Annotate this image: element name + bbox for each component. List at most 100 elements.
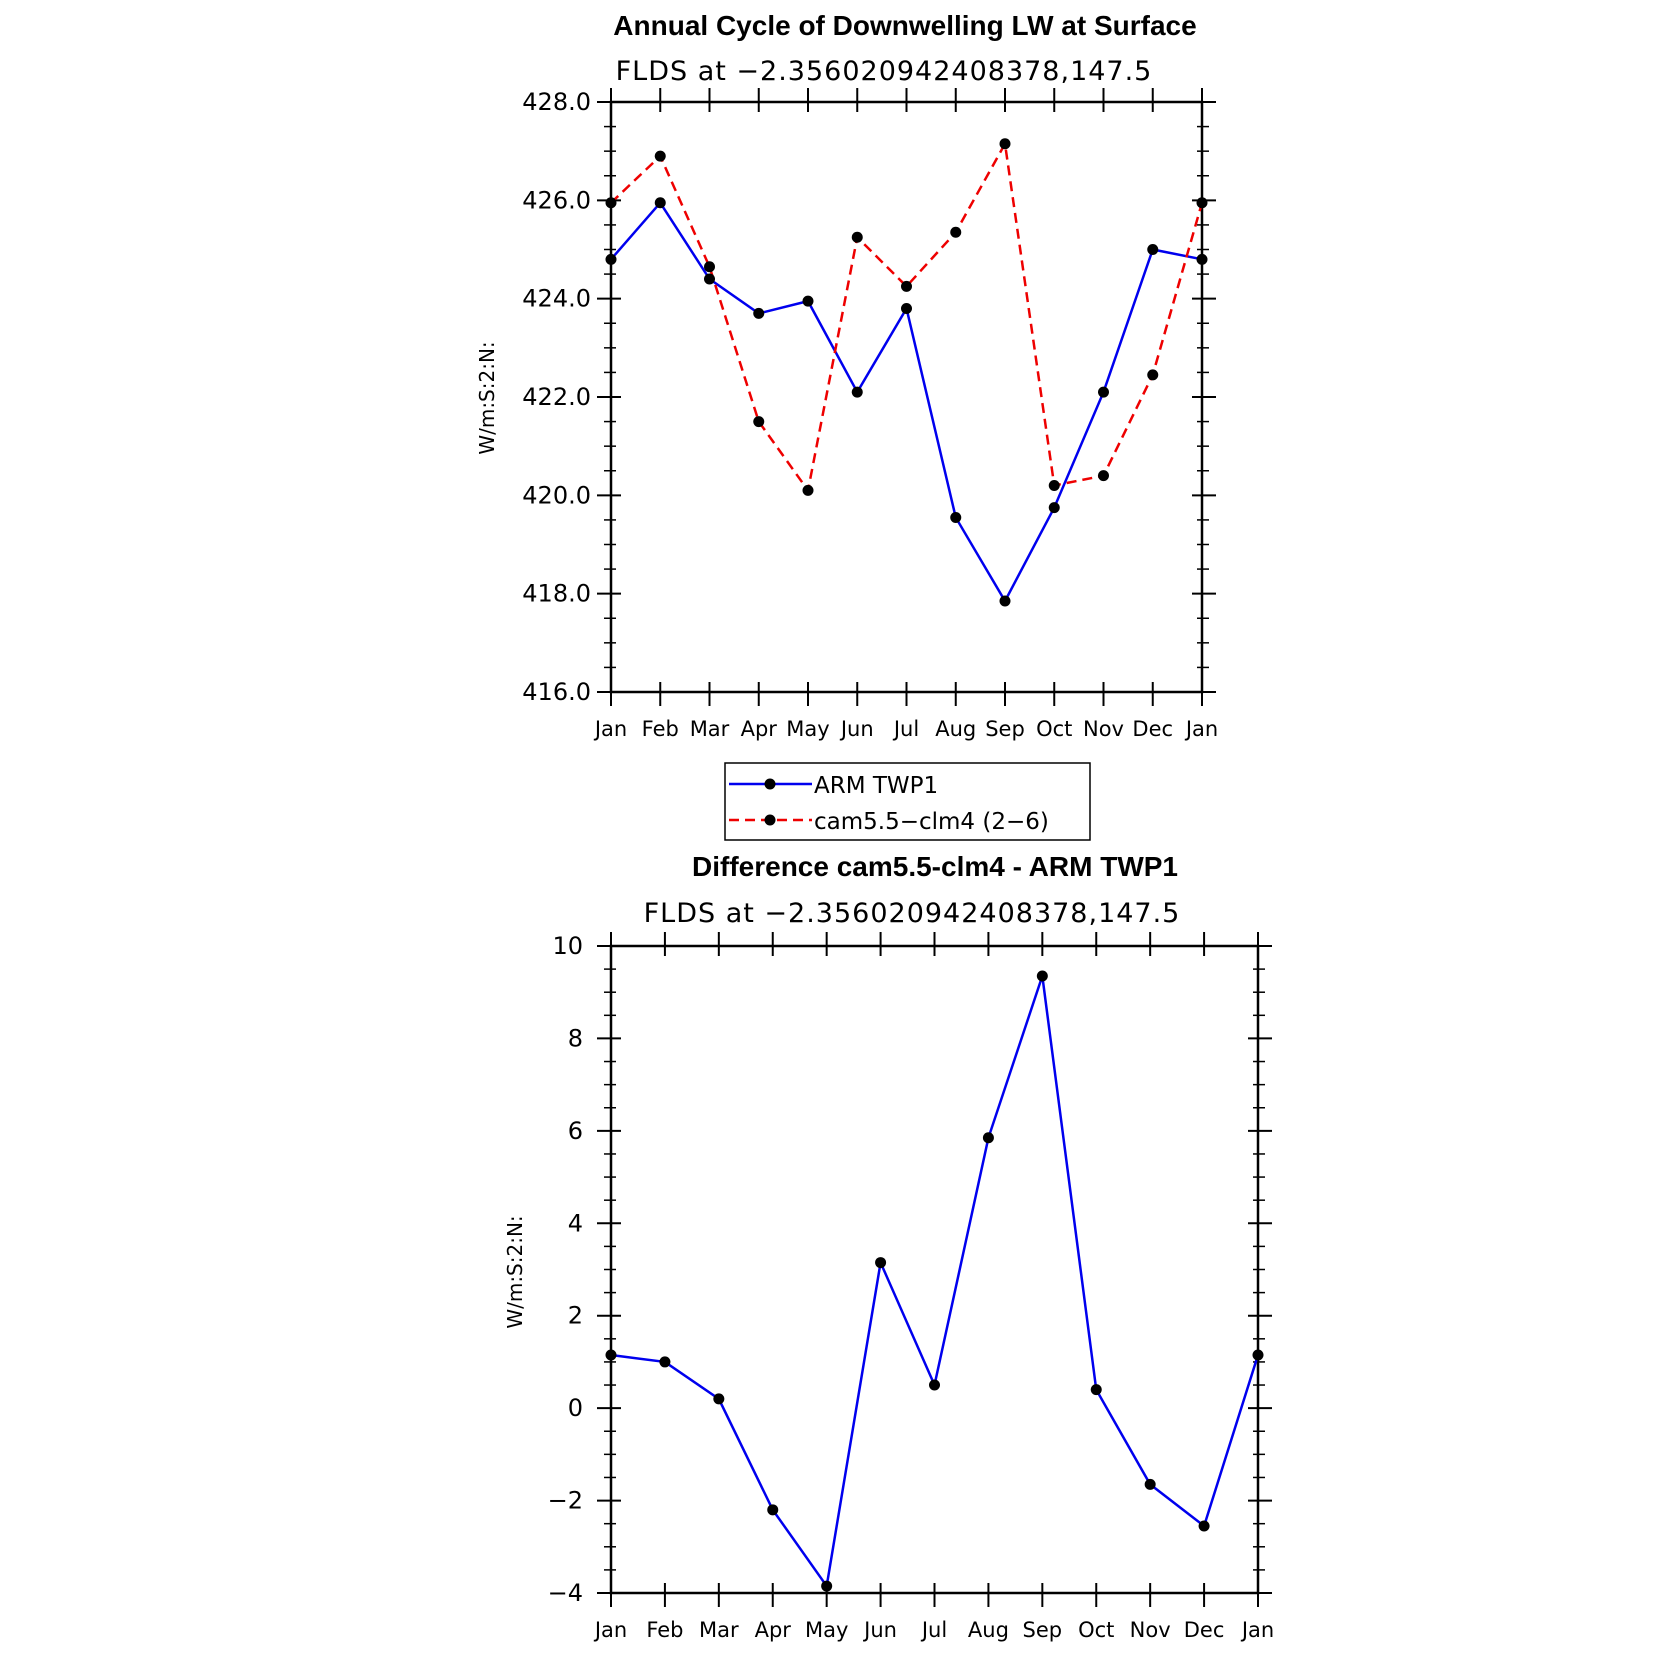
x-tick-label: Dec bbox=[1132, 717, 1173, 741]
data-point-s0-9 bbox=[1048, 502, 1060, 514]
y-tick-label: 422.0 bbox=[522, 383, 591, 411]
chart2-plot-frame bbox=[609, 944, 1260, 1595]
x-tick-label: Nov bbox=[1130, 1618, 1171, 1642]
x-tick-label: Sep bbox=[1023, 1618, 1063, 1642]
y-tick-label: −2 bbox=[548, 1487, 583, 1515]
data-point-s1-4 bbox=[802, 484, 814, 496]
legend-marker-cam bbox=[764, 814, 776, 826]
y-tick-label: 2 bbox=[568, 1302, 583, 1330]
x-tick-label: Mar bbox=[699, 1618, 739, 1642]
legend-box bbox=[724, 762, 1091, 841]
series-line-0 bbox=[610, 200, 1203, 604]
chart1-subtitle: FLDS at −2.356020942408378,147.5 bbox=[616, 56, 1153, 87]
x-tick-label: Jul bbox=[892, 717, 919, 741]
y-tick-label: 418.0 bbox=[522, 580, 591, 608]
chart-annual-cycle: Annual Cycle of Downwelling LW at Surfac… bbox=[475, 10, 1218, 841]
x-tick-label: Jan bbox=[1240, 1618, 1274, 1642]
data-point-s0-12 bbox=[1196, 253, 1208, 265]
x-tick-label: Jul bbox=[920, 1618, 947, 1642]
series-line-0 bbox=[610, 975, 1260, 1590]
x-tick-label: Apr bbox=[755, 1618, 792, 1642]
x-tick-label: Apr bbox=[741, 717, 778, 741]
y-tick-label: −4 bbox=[548, 1579, 583, 1607]
data-point-s0-3 bbox=[767, 1504, 779, 1516]
data-point-s0-12 bbox=[1252, 1349, 1264, 1361]
y-tick-label: 4 bbox=[568, 1209, 583, 1237]
data-point-s0-1 bbox=[654, 197, 666, 209]
x-tick-label: May bbox=[805, 1618, 848, 1642]
data-point-s0-11 bbox=[1198, 1520, 1210, 1532]
x-tick-label: Jan bbox=[593, 717, 627, 741]
x-tick-label: Oct bbox=[1036, 717, 1072, 741]
y-tick-label: 428.0 bbox=[522, 88, 591, 116]
chart2-subtitle: FLDS at −2.356020942408378,147.5 bbox=[644, 898, 1181, 929]
chart2-x-ticks: Jan Feb Mar Apr May Jun Jul Aug Sep Oct Nov Dec Jan bbox=[593, 932, 1274, 1642]
legend-label-arm: ARM TWP1 bbox=[814, 773, 938, 799]
data-point-s1-5 bbox=[851, 231, 863, 243]
chart1-ylabel: W/m:S:2:N: bbox=[475, 341, 499, 454]
y-tick-label: 10 bbox=[552, 932, 583, 960]
x-tick-label: Oct bbox=[1078, 1618, 1114, 1642]
x-tick-label: Sep bbox=[985, 717, 1025, 741]
data-point-s0-7 bbox=[950, 511, 962, 523]
y-tick-label: 6 bbox=[568, 1117, 583, 1145]
data-point-s0-9 bbox=[1090, 1384, 1102, 1396]
data-point-s1-10 bbox=[1098, 470, 1109, 482]
data-point-s0-5 bbox=[875, 1257, 887, 1269]
x-tick-label: Jun bbox=[862, 1618, 897, 1642]
y-tick-label: 426.0 bbox=[522, 186, 591, 214]
data-point-s1-11 bbox=[1147, 369, 1159, 381]
data-point-s1-6 bbox=[901, 280, 912, 292]
data-point-s0-8 bbox=[1036, 970, 1048, 982]
chart2-ylabel: W/m:S:2:N: bbox=[503, 1215, 527, 1328]
y-tick-label: 8 bbox=[568, 1024, 583, 1052]
y-tick-label: 0 bbox=[568, 1394, 583, 1422]
y-tick-label: 424.0 bbox=[522, 285, 591, 313]
data-point-s0-6 bbox=[929, 1379, 940, 1391]
x-tick-label: Feb bbox=[642, 717, 679, 741]
legend-marker-arm bbox=[764, 778, 776, 790]
legend-label-cam: cam5.5−clm4 (2−6) bbox=[814, 809, 1049, 835]
data-point-s0-2 bbox=[704, 273, 715, 285]
chart2-y-ticks: −4 −2 0 2 4 6 8 10 bbox=[548, 932, 1272, 1607]
data-point-s0-4 bbox=[821, 1580, 833, 1592]
x-tick-label: Aug bbox=[935, 717, 976, 741]
chart1-x-ticks: Jan Feb Mar Apr May Jun Jul Aug Sep Oct Nov Dec Jan bbox=[593, 88, 1218, 741]
data-point-s0-0 bbox=[605, 1349, 617, 1361]
x-tick-label: Feb bbox=[646, 1618, 683, 1642]
data-point-s1-1 bbox=[654, 150, 666, 162]
chart1-legend: ARM TWP1 cam5.5−clm4 (2−6) bbox=[724, 762, 1091, 841]
x-tick-label: Mar bbox=[690, 717, 730, 741]
x-tick-label: Jun bbox=[839, 717, 874, 741]
data-point-s0-10 bbox=[1144, 1478, 1156, 1490]
data-point-s1-9 bbox=[1048, 480, 1060, 491]
data-point-s0-8 bbox=[999, 595, 1011, 607]
chart2-series bbox=[605, 970, 1264, 1592]
chart1-plot-frame bbox=[609, 100, 1204, 694]
chart1-y-ticks: 416.0 418.0 420.0 422.0 424.0 426.0 428.0 bbox=[522, 88, 1216, 706]
data-point-s1-7 bbox=[950, 226, 962, 238]
chart-difference: Difference cam5.5-clm4 - ARM TWP1 FLDS a… bbox=[503, 851, 1274, 1642]
data-point-s0-11 bbox=[1147, 244, 1159, 255]
chart1-title: Annual Cycle of Downwelling LW at Surfac… bbox=[613, 10, 1196, 41]
x-tick-label: Jan bbox=[1184, 717, 1218, 741]
data-point-s0-0 bbox=[605, 253, 617, 265]
x-tick-label: May bbox=[786, 717, 829, 741]
data-point-s0-3 bbox=[753, 307, 765, 319]
data-point-s1-2 bbox=[704, 261, 715, 273]
x-tick-label: Nov bbox=[1083, 717, 1124, 741]
data-point-s0-10 bbox=[1098, 386, 1109, 398]
data-point-s1-0 bbox=[605, 197, 617, 209]
data-point-s0-5 bbox=[851, 386, 863, 398]
x-tick-label: Aug bbox=[968, 1618, 1009, 1642]
data-point-s0-2 bbox=[713, 1393, 725, 1405]
data-point-s0-1 bbox=[659, 1356, 671, 1368]
data-point-s1-3 bbox=[753, 416, 765, 428]
data-point-s0-7 bbox=[982, 1132, 994, 1144]
series-line-1 bbox=[610, 139, 1204, 494]
data-point-s0-4 bbox=[802, 295, 814, 307]
chart1-series bbox=[605, 138, 1208, 607]
y-tick-label: 420.0 bbox=[522, 481, 591, 509]
y-tick-label: 416.0 bbox=[522, 678, 591, 706]
